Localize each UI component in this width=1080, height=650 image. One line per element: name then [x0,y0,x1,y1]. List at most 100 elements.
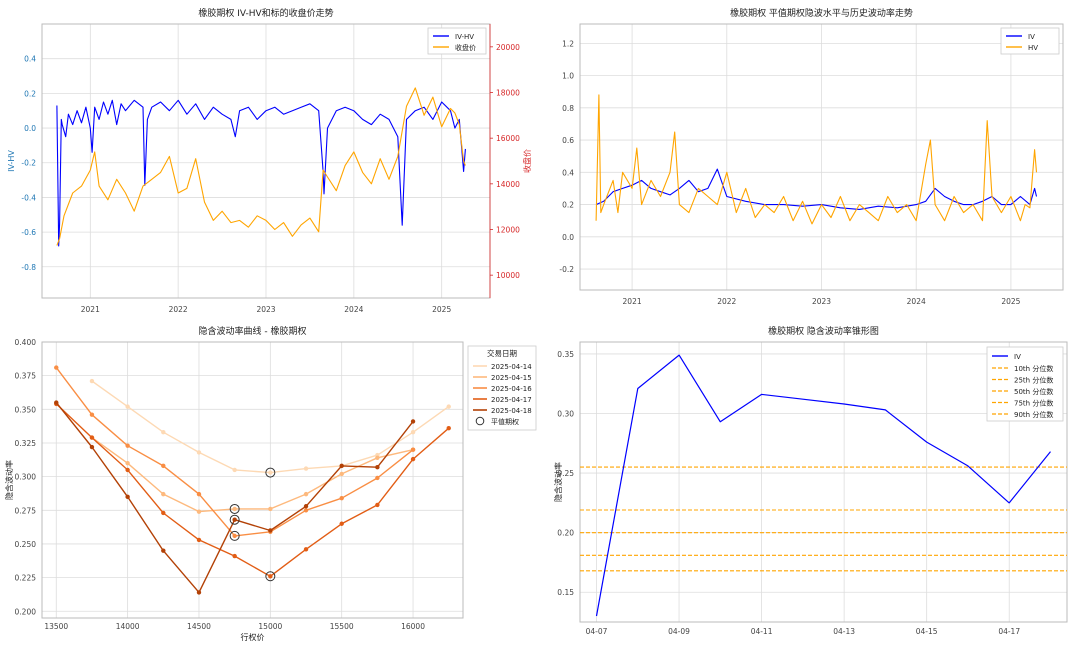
c3-series-point [303,508,309,513]
c3-series-point [303,547,309,552]
c3-series-point [161,463,166,469]
c3-series-point [125,460,130,466]
c3-ytick-label: 0.375 [15,372,37,381]
c3-legend-label: 2025-04-17 [491,396,532,404]
c4-xtick-label: 04-09 [668,627,690,636]
c2-ytick-label: 0.6 [562,136,574,145]
c3-legend-label: 2025-04-15 [491,374,532,382]
c3-series-point [410,447,416,452]
c3-series-point [125,443,130,448]
c1-y2tick-label: 20000 [496,43,520,52]
c2-ytick-label: 0.8 [562,104,574,113]
c3-series-point [232,467,237,473]
c3-series-point [196,491,202,497]
c4-ytick-label: 0.20 [557,529,574,538]
c3-series-point [196,509,202,514]
c3-series-point [339,463,344,469]
c1-ytick-label: -0.6 [21,228,36,237]
c3-series-point [410,419,416,424]
c3-series-point [196,590,202,595]
c1-group: 橡胶期权 IV-HV和标的收盘价走势 -0.8 -0.6 -0.4 -0.2 0.0 0.2… [7,7,532,314]
c4-ytick-label: 0.35 [557,350,574,359]
c3-ytick-label: 0.350 [15,405,37,414]
c4-legend-label: 75th 分位数 [1014,399,1053,408]
c3-series-point [161,548,166,553]
c3-series-point [125,494,130,500]
c3-series-point [339,521,344,526]
c3-legend-label: 2025-04-18 [491,407,532,415]
c3-legend-label: 2025-04-14 [491,363,532,371]
c3-atm-marker [265,571,276,582]
c2-series-iv-line [595,168,1038,210]
c3-series-point [89,412,95,417]
c3-series-point [268,506,273,512]
c2-ytick-label: 0.4 [562,168,574,177]
c3-ytick-label: 0.250 [15,540,37,549]
c4-ylabel: 隐含波动率 [553,462,563,502]
c1-xtick-label: 2025 [432,305,451,314]
c4-legend-box [986,346,1064,422]
c1-xtick-label: 2024 [344,305,363,314]
c3-atm-marker [229,503,240,514]
c3-series-point [410,456,416,462]
c3-series-point [303,491,309,497]
c1-y2tick-label: 10000 [496,271,520,280]
c1-ytick-label: 0.2 [24,89,36,98]
c3-series-point [89,378,95,384]
c2-series-hv-line [595,94,1038,225]
c3-series-line [91,437,414,513]
c3-series-point [54,400,59,405]
c4-ytick-label: 0.30 [557,409,574,418]
c3-series-point [125,467,130,473]
c4-ytick-label: 0.15 [557,588,574,597]
c1-ylabel: IV-HV [7,150,16,172]
c3-group: 隐含波动率曲线 - 橡胶期权 0.200 0.225 0.250 0.275 0.300 0… [4,325,537,642]
c3-ytick-label: 0.400 [15,338,37,347]
c3-series-point [268,470,273,475]
c1-y2label: 收盘价 [522,149,532,173]
c3-ytick-label: 0.275 [15,506,37,515]
c3-series-point [375,475,380,481]
c3-series-point [339,471,344,477]
c3-series-point [161,510,166,516]
c3-legend-atm-label: 平值期权 [491,417,519,426]
c3-series-point [196,450,202,455]
c2-legend-label: IV [1028,33,1035,41]
c4-legend-label: IV [1014,353,1021,361]
c3-atm-marker [265,467,276,478]
c4-legend-label: 10th 分位数 [1014,364,1053,373]
c1-legend-label: 收盘价 [455,43,476,52]
c1-y2tick-label: 18000 [496,89,520,98]
c3-series-line [55,403,450,577]
c1-ytick-label: -0.8 [21,263,36,272]
c4-group: 橡胶期权 隐含波动率锥形图 0.15 0.20 0.25 0.30 0.35 04-07 04… [553,325,1068,636]
c3-ytick-label: 0.225 [15,574,37,583]
c3-series-point [232,506,237,512]
c1-y2tick-label: 14000 [496,180,520,189]
c1-series-close-price-line [56,87,466,246]
c2-xtick-label: 2021 [623,297,642,306]
c4-legend-label: 50th 分位数 [1014,387,1053,396]
c3-series-point [89,435,95,440]
c3-ytick-label: 0.200 [15,607,37,616]
c4-legend-label: 25th 分位数 [1014,376,1053,385]
c4-title: 橡胶期权 隐含波动率锥形图 [768,325,879,337]
c3-series-point [54,365,59,370]
c1-title: 橡胶期权 IV-HV和标的收盘价走势 [198,7,333,19]
c3-xtick-label: 14500 [187,622,211,631]
c3-series-point [446,404,451,409]
c3-plot-frame [41,341,464,619]
c3-series-point [375,465,380,470]
c4-ytick-label: 0.25 [557,469,574,478]
c2-xtick-label: 2022 [717,297,736,306]
c2-group: 橡胶期权 平值期权隐波水平与历史波动率走势 -0.2 0.0 0.2 0.4 0.6 0.8… [559,7,1064,306]
c4-plot-frame [579,341,1068,623]
c1-ytick-label: 0.4 [24,55,36,64]
c4-xtick-label: 04-13 [833,627,855,636]
c3-ytick-label: 0.325 [15,439,37,448]
c2-legend-box [1000,27,1060,55]
c4-xtick-label: 04-07 [586,627,608,636]
c2-ytick-label: -0.2 [559,265,574,274]
c1-ytick-label: 0.0 [24,124,36,133]
